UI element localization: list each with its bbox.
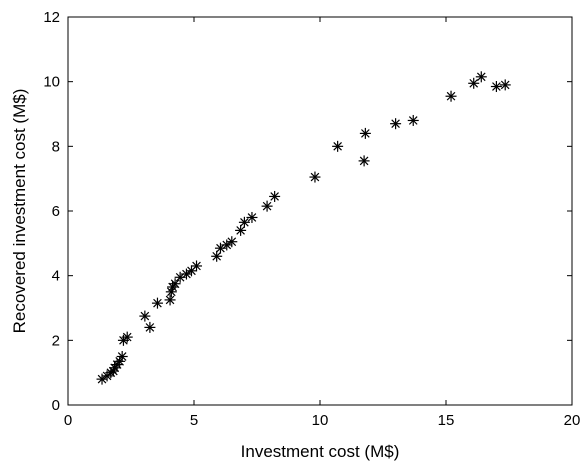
plot-area-box bbox=[67, 16, 573, 406]
ticks-layer: 0 5 10 15 20 0 2 4 6 8 10 12 bbox=[43, 9, 580, 429]
y-tick-label: 10 bbox=[43, 74, 60, 91]
data-point bbox=[114, 355, 126, 367]
y-tick-label: 6 bbox=[52, 203, 60, 220]
data-point bbox=[475, 71, 487, 83]
x-tick-label: 0 bbox=[64, 412, 72, 429]
data-point bbox=[269, 190, 281, 202]
x-axis-label: Investment cost (M$) bbox=[241, 442, 400, 461]
data-point bbox=[116, 351, 128, 362]
data-point bbox=[221, 239, 233, 251]
data-point bbox=[164, 294, 176, 306]
data-point bbox=[246, 211, 258, 223]
data-point bbox=[169, 278, 181, 290]
data-point bbox=[235, 224, 247, 236]
data-point bbox=[226, 236, 238, 248]
data-point bbox=[144, 321, 156, 333]
data-point bbox=[309, 171, 321, 183]
plot-frame bbox=[67, 16, 573, 406]
data-point bbox=[180, 268, 192, 280]
data-point bbox=[238, 216, 250, 228]
y-tick-label: 8 bbox=[52, 138, 60, 155]
data-point bbox=[359, 127, 371, 139]
data-point bbox=[139, 310, 151, 322]
data-point bbox=[499, 79, 511, 91]
x-tick-label: 5 bbox=[190, 412, 198, 429]
y-tick-label: 12 bbox=[43, 9, 60, 26]
x-tick-label: 20 bbox=[564, 412, 581, 429]
data-point bbox=[121, 331, 133, 343]
data-point bbox=[407, 114, 419, 126]
data-point bbox=[390, 118, 402, 130]
data-point bbox=[261, 200, 273, 212]
data-point bbox=[96, 373, 108, 385]
data-point bbox=[490, 81, 502, 93]
data-point bbox=[445, 90, 457, 102]
data-point bbox=[211, 250, 223, 262]
x-tick-label: 15 bbox=[438, 412, 455, 429]
y-tick-label: 2 bbox=[52, 332, 60, 349]
x-tick-label: 10 bbox=[312, 412, 329, 429]
data-point bbox=[151, 297, 163, 309]
y-tick-label: 0 bbox=[52, 397, 60, 414]
data-point bbox=[358, 155, 370, 167]
data-point bbox=[468, 77, 480, 89]
data-point bbox=[191, 260, 203, 272]
y-tick-label: 4 bbox=[52, 268, 60, 285]
data-points bbox=[96, 71, 511, 385]
y-axis-label: Recovered investment cost (M$) bbox=[10, 89, 29, 334]
data-point bbox=[332, 140, 344, 152]
